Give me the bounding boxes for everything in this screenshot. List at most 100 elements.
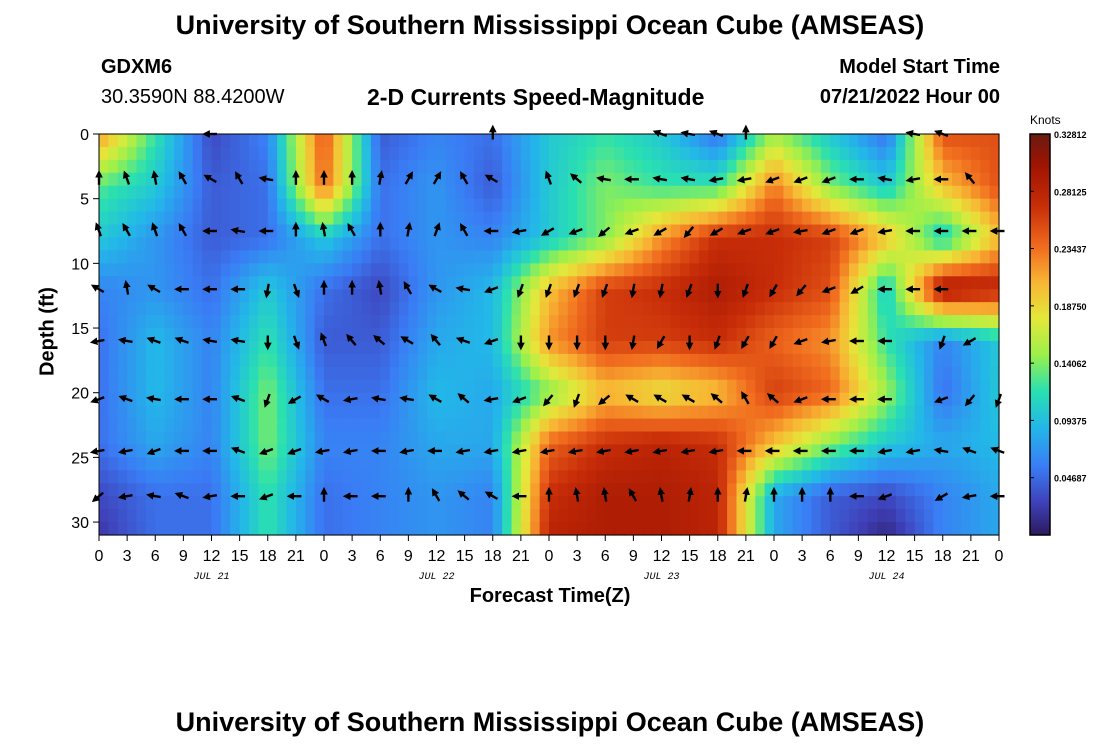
heatmap-cell xyxy=(764,159,775,174)
heatmap-cell xyxy=(567,379,578,394)
heatmap-cell xyxy=(230,263,241,277)
heatmap-cell xyxy=(886,289,897,303)
heatmap-cell xyxy=(933,315,944,329)
heatmap-cell xyxy=(314,509,325,523)
heatmap-cell xyxy=(258,276,269,290)
heatmap-cell xyxy=(370,185,381,200)
heatmap-cell xyxy=(670,237,681,252)
heatmap-cell xyxy=(624,159,634,174)
heatmap-cell xyxy=(258,185,269,200)
heatmap-cell xyxy=(445,250,456,264)
heatmap-cell xyxy=(117,159,128,174)
heatmap-cell xyxy=(342,522,353,536)
heatmap-cell xyxy=(952,483,963,497)
heatmap-cell xyxy=(174,159,184,174)
heatmap-cell xyxy=(117,366,128,381)
heatmap-cell xyxy=(408,198,419,213)
heatmap-cell xyxy=(952,457,963,471)
x-tick-label: 21 xyxy=(512,548,530,565)
heatmap-cell xyxy=(952,340,963,355)
heatmap-cell xyxy=(830,522,841,536)
heatmap-cell xyxy=(455,457,466,471)
heatmap-cell xyxy=(333,276,344,290)
heatmap-cell xyxy=(258,159,269,174)
heatmap-cell xyxy=(99,366,109,381)
heatmap-cell xyxy=(717,522,728,536)
heatmap-cell xyxy=(530,185,541,200)
heatmap-cell xyxy=(830,353,841,368)
heatmap-cell xyxy=(970,276,981,290)
heatmap-cell xyxy=(192,302,203,316)
heatmap-cell xyxy=(661,237,672,252)
heatmap-cell xyxy=(511,431,522,446)
heatmap-cell xyxy=(520,379,531,394)
heatmap-cell xyxy=(530,483,541,497)
heatmap-cell xyxy=(558,457,569,471)
station-coordinates: 30.3590N 88.4200W xyxy=(101,86,285,108)
heatmap-cell xyxy=(830,198,841,213)
heatmap-cell xyxy=(689,522,700,536)
heatmap-cell xyxy=(314,366,325,381)
heatmap-cell xyxy=(549,470,559,484)
heatmap-cell xyxy=(164,276,175,290)
heatmap-cell xyxy=(933,366,944,381)
heatmap-cell xyxy=(708,146,719,161)
heatmap-cell xyxy=(361,496,372,510)
heatmap-cell xyxy=(305,418,316,433)
heatmap-cell xyxy=(436,392,447,407)
heatmap-cell xyxy=(333,444,344,458)
heatmap-cell xyxy=(211,211,222,226)
heatmap-cell xyxy=(867,418,878,433)
current-vector-arrow xyxy=(428,284,442,294)
heatmap-cell xyxy=(324,185,334,200)
heatmap-cell xyxy=(249,172,259,187)
heatmap-cell xyxy=(380,457,391,471)
heatmap-cell xyxy=(220,289,231,303)
heatmap-cell xyxy=(914,159,925,174)
heatmap-cell xyxy=(858,159,869,174)
heatmap-cell xyxy=(352,211,363,226)
heatmap-cell xyxy=(886,418,897,433)
date-label: JUL 23 xyxy=(643,572,679,583)
current-vector-arrow xyxy=(629,335,637,351)
heatmap-cell xyxy=(380,263,391,277)
heatmap-cell xyxy=(267,146,278,161)
heatmap-cell xyxy=(183,289,194,303)
heatmap-cell xyxy=(333,392,344,407)
heatmap-cell xyxy=(249,405,259,420)
heatmap-cell xyxy=(764,509,775,523)
heatmap-cell xyxy=(295,522,306,536)
heatmap-cell xyxy=(558,379,569,394)
heatmap-cell xyxy=(717,457,728,471)
heatmap-cell xyxy=(970,172,981,187)
heatmap-cell xyxy=(455,483,466,497)
heatmap-cell xyxy=(989,211,1000,226)
heatmap-cell xyxy=(295,134,306,148)
heatmap-cell xyxy=(474,185,484,200)
heatmap-cell xyxy=(745,224,756,239)
heatmap-cell xyxy=(511,353,522,368)
heatmap-cell xyxy=(99,289,109,303)
heatmap-cell xyxy=(661,522,672,536)
heatmap-cell xyxy=(408,509,419,523)
heatmap-cell xyxy=(680,146,691,161)
heatmap-cell xyxy=(558,405,569,420)
heatmap-cell xyxy=(164,328,175,342)
heatmap-cell xyxy=(877,328,888,342)
heatmap-cell xyxy=(830,328,841,342)
heatmap-cell xyxy=(727,470,738,484)
heatmap-cell xyxy=(174,276,184,290)
heatmap-cell xyxy=(361,211,372,226)
heatmap-cell xyxy=(192,172,203,187)
heatmap-cell xyxy=(249,185,259,200)
heatmap-cell xyxy=(755,328,766,342)
heatmap-cell xyxy=(192,483,203,497)
heatmap-cell xyxy=(811,289,822,303)
heatmap-cell xyxy=(324,392,334,407)
heatmap-cell xyxy=(764,276,775,290)
heatmap-cell xyxy=(895,302,906,316)
colorbar xyxy=(1029,133,1051,536)
heatmap-cell xyxy=(211,418,222,433)
current-vector-arrow xyxy=(625,394,639,403)
current-vector-arrow xyxy=(230,446,246,454)
